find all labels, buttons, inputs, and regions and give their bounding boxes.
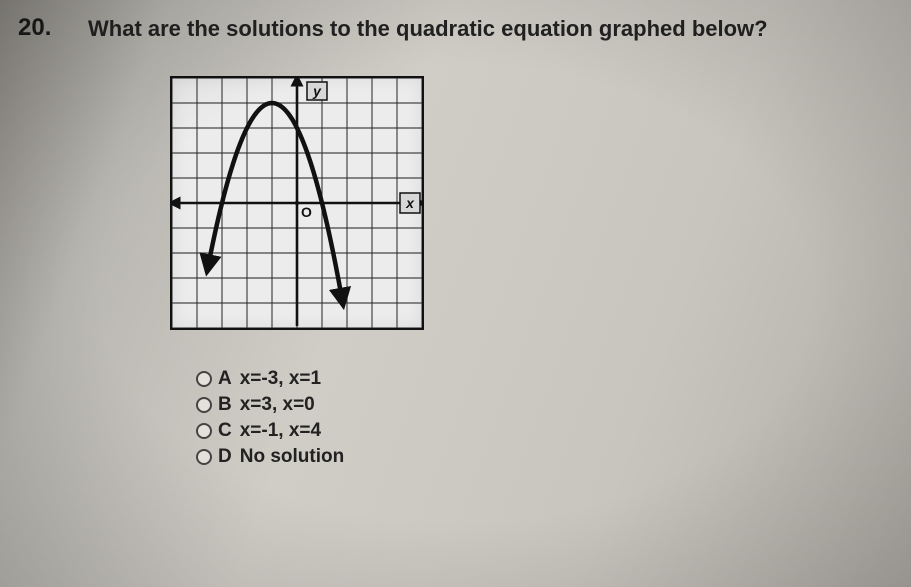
page: 20. What are the solutions to the quadra… bbox=[0, 0, 911, 587]
radio-icon bbox=[196, 423, 212, 439]
question-text: What are the solutions to the quadratic … bbox=[88, 16, 768, 42]
option-text: x=3, x=0 bbox=[240, 394, 315, 416]
option-text: No solution bbox=[240, 446, 344, 468]
radio-icon bbox=[196, 449, 212, 465]
question-number: 20. bbox=[18, 14, 51, 42]
answer-option[interactable]: D No solution bbox=[196, 446, 344, 468]
answer-options: Ax=-3, x=1 Bx=3, x=0 Cx=-1, x=4 D No solutio… bbox=[196, 368, 344, 472]
option-letter: C bbox=[218, 420, 232, 442]
option-text: x=-3, x=1 bbox=[240, 368, 321, 390]
option-letter: A bbox=[218, 368, 232, 390]
radio-icon bbox=[196, 397, 212, 413]
parabola-graph: Oy x bbox=[172, 78, 422, 328]
answer-option[interactable]: Cx=-1, x=4 bbox=[196, 420, 344, 442]
option-text: x=-1, x=4 bbox=[240, 420, 321, 442]
photo-vignette bbox=[0, 0, 911, 587]
svg-text:x: x bbox=[405, 195, 415, 211]
radio-icon bbox=[196, 371, 212, 387]
option-letter: D bbox=[218, 446, 232, 468]
option-letter: B bbox=[218, 394, 232, 416]
graph-panel: Oy x bbox=[170, 76, 424, 330]
svg-text:O: O bbox=[301, 204, 312, 220]
svg-text:y: y bbox=[312, 83, 322, 99]
answer-option[interactable]: Bx=3, x=0 bbox=[196, 394, 344, 416]
answer-option[interactable]: Ax=-3, x=1 bbox=[196, 368, 344, 390]
